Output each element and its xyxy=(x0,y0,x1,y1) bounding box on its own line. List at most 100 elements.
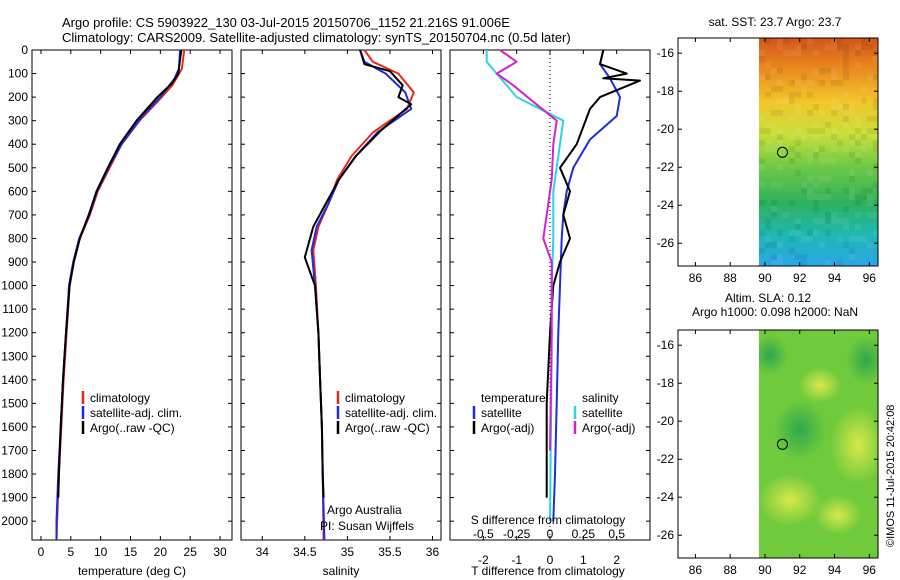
sst-texture-cell xyxy=(777,80,783,86)
sst-texture-cell xyxy=(807,92,813,98)
header-line-1: Argo profile: CS 5903922_130 03-Jul-2015… xyxy=(62,15,510,30)
sst-texture-cell xyxy=(825,218,831,224)
sst-texture-cell xyxy=(843,68,849,74)
sst-texture-cell xyxy=(843,188,849,194)
sst-texture-cell xyxy=(777,260,783,266)
sst-texture-cell xyxy=(789,158,795,164)
sla-map-ytick-label: -20 xyxy=(657,414,675,428)
sst-texture-cell xyxy=(831,146,837,152)
difference-xlabel: T difference from climatology xyxy=(471,564,625,578)
sst-texture-cell xyxy=(837,260,843,266)
sst-texture-cell xyxy=(861,98,867,104)
sst-texture-cell xyxy=(759,200,765,206)
sst-texture-cell xyxy=(783,212,789,218)
sst-texture-cell xyxy=(849,176,855,182)
difference-line-t-argo-adj xyxy=(545,49,641,498)
sst-texture-cell xyxy=(777,164,783,170)
difference-xtick-label: -2 xyxy=(478,553,489,567)
depth-tick-label: 0 xyxy=(21,43,28,57)
sst-texture-cell xyxy=(789,98,795,104)
sst-texture-cell xyxy=(873,230,878,236)
sst-texture-cell xyxy=(765,146,771,152)
difference-xtick-label: -1 xyxy=(511,553,522,567)
salinity-xtick-label: 35.5 xyxy=(378,545,402,559)
sst-texture-cell xyxy=(807,230,813,236)
depth-tick-label: 700 xyxy=(8,208,28,222)
sst-texture-cell xyxy=(873,146,878,152)
sst-texture-cell xyxy=(825,176,831,182)
sst-texture-cell xyxy=(801,254,807,260)
temperature-xtick-label: 15 xyxy=(124,545,138,559)
sst-texture-cell xyxy=(855,128,861,134)
sst-texture-cell xyxy=(807,80,813,86)
temperature-panel: 0100200300400500600700800900100011001200… xyxy=(1,43,233,578)
sst-texture-cell xyxy=(831,44,837,50)
sst-texture-cell xyxy=(807,158,813,164)
sst-texture-cell xyxy=(801,188,807,194)
sst-texture-cell xyxy=(777,68,783,74)
sst-map-ytick-label: -18 xyxy=(657,84,675,98)
sst-texture-cell xyxy=(813,218,819,224)
sst-map-ytick-label: -22 xyxy=(657,160,675,174)
sla-map-frame-border xyxy=(677,329,879,559)
salinity-annotation-pi: PI: Susan Wijffels xyxy=(320,519,414,533)
sst-texture-cell xyxy=(795,44,801,50)
sst-texture-cell xyxy=(789,236,795,242)
depth-tick-label: 1600 xyxy=(1,420,28,434)
imos-timestamp: ©IMOS 11-Jul-2015 20:42:08 xyxy=(885,405,897,547)
sst-texture-cell xyxy=(843,206,849,212)
sst-texture-cell xyxy=(843,74,849,80)
sla-map-xtick-label: 88 xyxy=(723,563,737,577)
salinity-xtick-label: 34.5 xyxy=(293,545,317,559)
depth-tick-label: 900 xyxy=(8,255,28,269)
sst-texture-cell xyxy=(837,140,843,146)
sst-texture-cell xyxy=(837,104,843,110)
sst-texture-cell xyxy=(807,128,813,134)
sst-texture-cell xyxy=(825,158,831,164)
depth-tick-label: 800 xyxy=(8,231,28,245)
sst-texture-cell xyxy=(801,236,807,242)
sst-texture-cell xyxy=(867,194,873,200)
sst-field-texture xyxy=(759,38,878,266)
sst-texture-cell xyxy=(843,110,849,116)
sst-texture-cell xyxy=(867,212,873,218)
sla-map-ytick-label: -16 xyxy=(657,338,675,352)
depth-tick-label: 1800 xyxy=(1,467,28,481)
sla-map-xtick-label: 90 xyxy=(758,563,772,577)
sst-texture-cell xyxy=(807,152,813,158)
sla-field-high-blob-3 xyxy=(814,495,862,535)
sst-texture-cell xyxy=(765,62,771,68)
sst-texture-cell xyxy=(849,194,855,200)
sst-texture-cell xyxy=(813,122,819,128)
sst-texture-cell xyxy=(789,134,795,140)
sst-texture-cell xyxy=(831,212,837,218)
sst-texture-cell xyxy=(849,188,855,194)
sla-map-xtick-label: 92 xyxy=(793,563,807,577)
sst-texture-cell xyxy=(861,38,867,44)
sst-texture-cell xyxy=(831,104,837,110)
difference-xtick-label: 2 xyxy=(613,553,620,567)
depth-tick-label: 1400 xyxy=(1,373,28,387)
sst-texture-cell xyxy=(849,254,855,260)
sst-texture-cell xyxy=(777,230,783,236)
sst-texture-cell xyxy=(759,230,765,236)
sst-texture-cell xyxy=(837,80,843,86)
sst-texture-cell xyxy=(771,110,777,116)
sst-texture-cell xyxy=(861,188,867,194)
sst-texture-cell xyxy=(861,194,867,200)
sst-texture-cell xyxy=(819,110,825,116)
sst-texture-cell xyxy=(843,218,849,224)
sst-texture-cell xyxy=(813,194,819,200)
salinity-panel: 34 34.5 35 35.5 36 salinity climatology sate… xyxy=(240,49,442,578)
sst-texture-cell xyxy=(777,86,783,92)
sst-texture-cell xyxy=(837,38,843,44)
depth-tick-label: 1300 xyxy=(1,349,28,363)
sst-texture-cell xyxy=(795,50,801,56)
sst-texture-cell xyxy=(849,104,855,110)
sst-texture-cell xyxy=(765,38,771,44)
depth-tick-label: 500 xyxy=(8,161,28,175)
sst-texture-cell xyxy=(867,74,873,80)
sst-texture-cell xyxy=(813,182,819,188)
sst-texture-cell xyxy=(849,134,855,140)
sst-texture-cell xyxy=(861,146,867,152)
